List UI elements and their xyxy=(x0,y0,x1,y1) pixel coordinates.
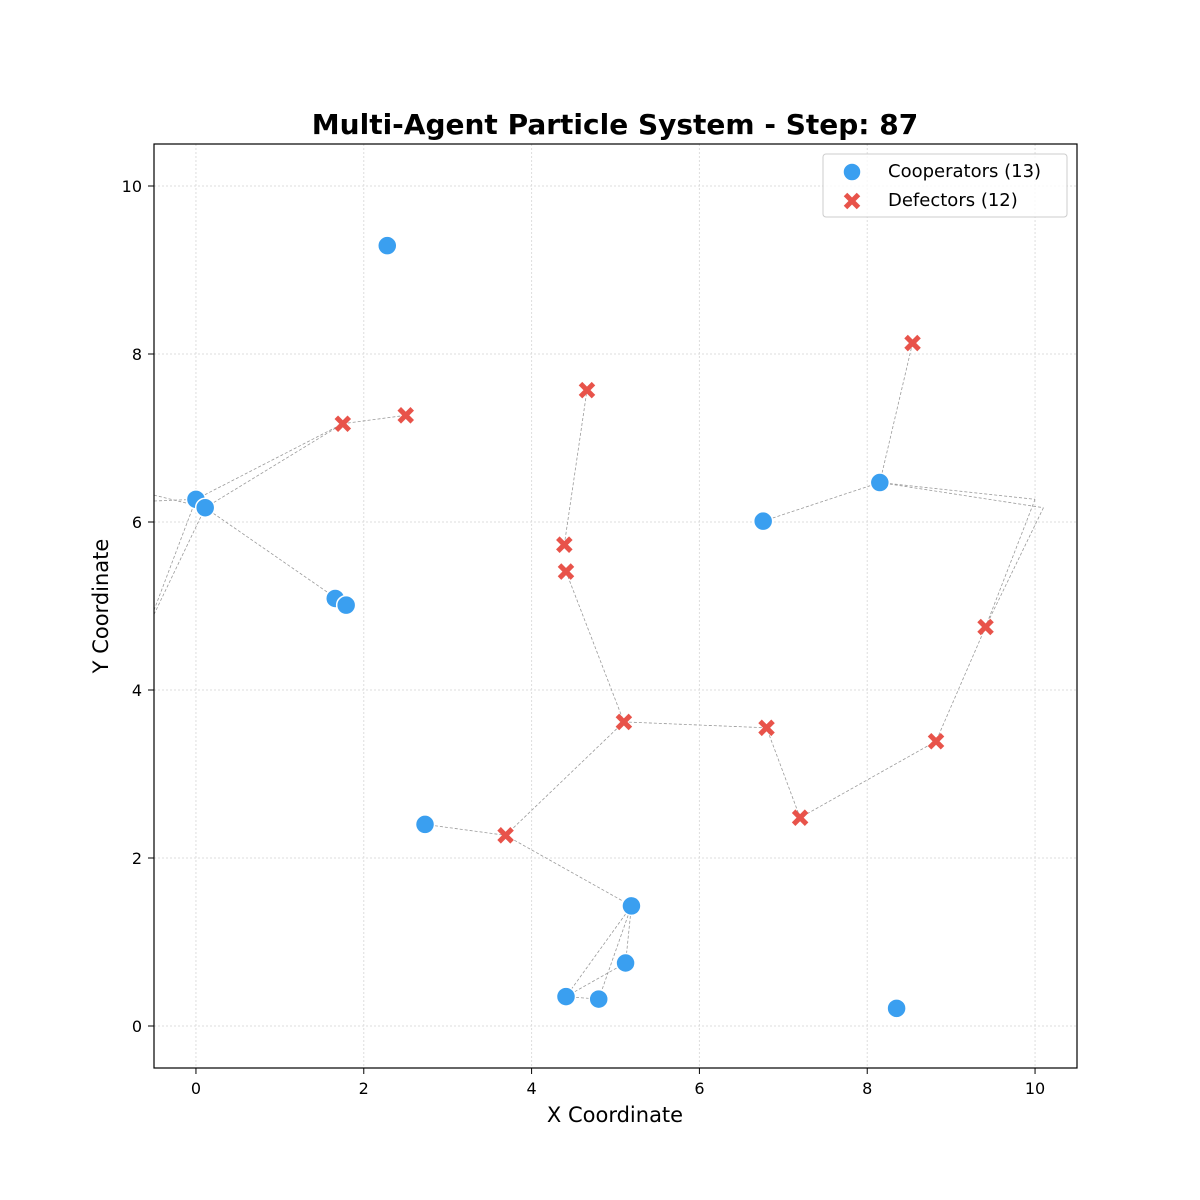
connection-line xyxy=(766,727,801,818)
connection-line xyxy=(623,721,767,729)
y-tick-label: 6 xyxy=(132,513,142,532)
y-tick-label: 0 xyxy=(132,1017,142,1036)
legend-defector-marker xyxy=(843,192,861,210)
connection-line xyxy=(985,499,1036,628)
legend-x-glyph xyxy=(843,192,861,210)
connection-line xyxy=(763,482,880,522)
x-axis-label: X Coordinate xyxy=(547,1103,683,1127)
connection-line xyxy=(598,905,632,1000)
cooperator-point xyxy=(615,952,636,974)
defector-point xyxy=(578,381,596,399)
cooperator-point xyxy=(555,986,577,1007)
connection-line xyxy=(154,507,206,615)
defector-point xyxy=(758,719,775,737)
cooperator-point xyxy=(414,814,436,835)
cooperator-point xyxy=(588,988,609,1010)
grid xyxy=(154,144,1077,1068)
y-tick-label: 8 xyxy=(132,345,142,364)
cooperator-point xyxy=(869,472,891,493)
x-tick-label: 8 xyxy=(862,1079,872,1098)
connection-line xyxy=(342,414,406,425)
cooperator-point xyxy=(377,235,398,256)
cooperator-point xyxy=(194,497,216,518)
axis-ticks: 0 2 4 6 8 10 0 2 4 6 8 10 xyxy=(122,177,1046,1098)
x-tick-label: 2 xyxy=(359,1079,369,1098)
connection-line xyxy=(424,824,506,836)
connection-line xyxy=(563,390,588,545)
x-tick-label: 0 xyxy=(191,1079,201,1098)
legend: Cooperators (13) Defectors (12) xyxy=(822,153,1068,218)
defector-point xyxy=(977,618,994,636)
connection-line xyxy=(565,962,626,997)
connection-line xyxy=(154,499,197,611)
defector-point xyxy=(334,415,352,432)
chart-title: Multi-Agent Particle System - Step: 87 xyxy=(312,108,918,141)
defector-point xyxy=(927,732,945,750)
x-tick-label: 4 xyxy=(526,1079,536,1098)
y-tick-label: 10 xyxy=(122,177,142,196)
legend-defectors-label: Defectors (12) xyxy=(888,190,1018,211)
y-tick-label: 4 xyxy=(132,681,142,700)
plot-area-frame xyxy=(153,143,1078,1069)
defector-point xyxy=(615,713,633,731)
defector-point xyxy=(557,563,575,580)
connection-line xyxy=(505,834,632,907)
cooperator-point xyxy=(335,594,357,616)
x-tick-label: 10 xyxy=(1025,1079,1045,1098)
connection-line xyxy=(565,905,632,997)
defector-point xyxy=(397,407,414,424)
connection-lines xyxy=(154,342,1044,1000)
connection-line xyxy=(879,342,913,483)
connection-line xyxy=(565,571,625,723)
connection-line xyxy=(879,482,1044,509)
connection-line xyxy=(505,721,625,836)
defector-point xyxy=(497,827,514,844)
connection-line xyxy=(204,507,347,606)
data-points xyxy=(185,235,994,1019)
connection-line xyxy=(195,423,343,500)
connection-line xyxy=(154,498,196,502)
connection-line xyxy=(204,423,344,509)
legend-box xyxy=(822,153,1068,218)
connection-line xyxy=(935,626,986,742)
y-tick-label: 2 xyxy=(132,849,142,868)
connection-line xyxy=(799,740,937,819)
connection-line xyxy=(154,494,206,509)
defector-point xyxy=(904,334,921,352)
defector-point xyxy=(791,809,809,826)
connection-line xyxy=(985,507,1044,628)
cooperator-point xyxy=(886,998,907,1019)
x-tick-label: 6 xyxy=(694,1079,704,1098)
y-axis-label: Y Coordinate xyxy=(89,539,113,675)
connection-line xyxy=(879,482,1036,500)
defector-point xyxy=(556,536,573,553)
legend-cooperators-label: Cooperators (13) xyxy=(888,161,1041,182)
cooperator-point xyxy=(752,510,774,532)
cooperator-point xyxy=(621,895,642,917)
legend-cooperator-marker xyxy=(842,162,862,182)
